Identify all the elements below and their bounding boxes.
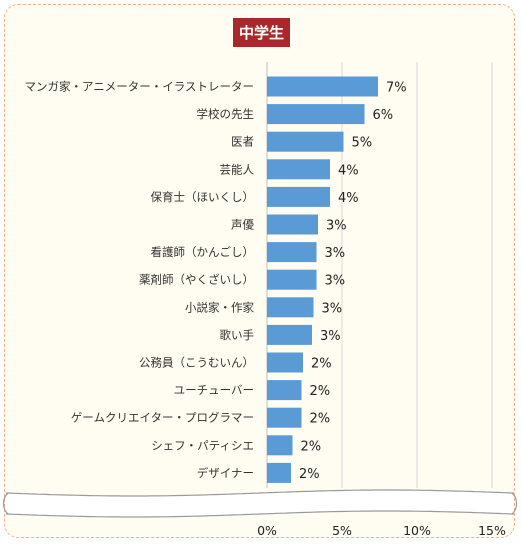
value-label: 2%: [299, 467, 320, 482]
category-label: 看護師（かんごし）: [151, 245, 255, 259]
bar: [267, 352, 303, 373]
value-label: 4%: [338, 191, 359, 206]
category-label: 声優: [231, 218, 254, 232]
chart-title: 中学生: [233, 18, 290, 47]
bar: [267, 269, 317, 290]
bar: [267, 159, 330, 180]
category-label: マンガ家・アニメーター・イラストレーター: [24, 80, 254, 94]
category-label: 薬剤師（やくざいし）: [139, 273, 254, 287]
category-label: ゲームクリエイター・プログラマー: [71, 411, 254, 425]
bar: [267, 407, 302, 428]
bar: [267, 131, 344, 152]
value-label: 2%: [301, 439, 322, 454]
category-label: ユーチューバー: [174, 383, 254, 397]
bar: [267, 104, 365, 125]
bar: [267, 297, 314, 318]
bars: [267, 76, 378, 483]
value-label: 3%: [325, 274, 346, 289]
bar: [267, 242, 317, 263]
category-label: 芸能人: [220, 162, 255, 176]
value-label: 2%: [310, 384, 331, 399]
bar: [267, 214, 318, 235]
category-label: シェフ・パティシエ: [151, 438, 254, 452]
x-tick-label: 0%: [257, 523, 277, 538]
value-label: 3%: [325, 246, 346, 261]
value-label: 3%: [320, 329, 341, 344]
category-label: 小説家・作家: [185, 300, 254, 314]
axis-break-cap-left: [2, 492, 9, 515]
x-tick-labels: 0% 5% 10% 15%: [257, 523, 506, 538]
axis-break-fill: [6, 490, 514, 517]
bar: [267, 76, 378, 97]
value-label: 4%: [338, 163, 359, 178]
axis-break-band: [2, 489, 518, 518]
category-label: 公務員（こうむいん）: [139, 356, 254, 370]
value-label: 3%: [322, 301, 343, 316]
axis-break-cap-right: [511, 492, 518, 515]
category-label: 歌い手: [220, 328, 255, 342]
x-tick-label: 5%: [332, 523, 352, 538]
value-label: 2%: [311, 357, 332, 372]
category-label: 保育士（ほいくし）: [151, 190, 255, 204]
bar: [267, 186, 330, 207]
value-label: 6%: [373, 108, 394, 123]
bar: [267, 324, 312, 345]
value-label: 5%: [352, 136, 373, 151]
value-label: 2%: [310, 412, 331, 427]
bar: [267, 435, 293, 456]
chart-card: [4, 4, 515, 538]
category-label: デザイナー: [197, 466, 254, 480]
x-tick-label: 10%: [403, 523, 431, 538]
bar: [267, 380, 302, 401]
value-label: 7%: [386, 81, 407, 96]
axis-break-line-top: [5, 489, 515, 497]
axis-break-line-bottom: [5, 510, 515, 518]
x-tick-label: 15%: [478, 523, 506, 538]
category-label: 医者: [231, 135, 254, 149]
value-labels: 7% 6%5% 4% 4% 3% 3% 3% 3% 3% 2% 2% 2% 2% 2%: [299, 81, 407, 482]
bar: [267, 462, 291, 483]
category-label: 学校の先生: [197, 107, 255, 121]
value-label: 3%: [326, 219, 347, 234]
